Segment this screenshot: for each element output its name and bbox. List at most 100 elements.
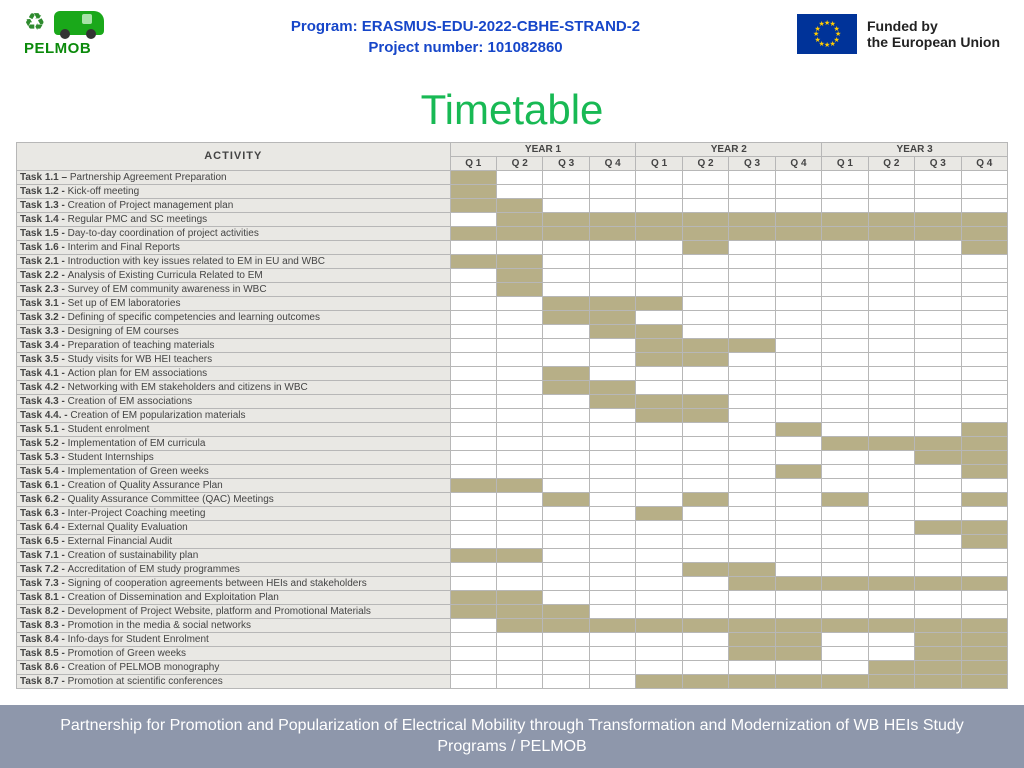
gantt-cell [682, 297, 728, 311]
gantt-cell [961, 409, 1007, 423]
gantt-cell [915, 605, 961, 619]
gantt-cell [729, 549, 775, 563]
gantt-cell [775, 661, 821, 675]
gantt-cell [915, 591, 961, 605]
gantt-cell [915, 619, 961, 633]
gantt-cell [636, 353, 682, 367]
gantt-cell [961, 241, 1007, 255]
gantt-cell [729, 311, 775, 325]
gantt-cell [775, 563, 821, 577]
gantt-cell [961, 325, 1007, 339]
gantt-cell [497, 633, 543, 647]
activity-cell: Task 6.2 - Quality Assurance Committee (… [17, 493, 451, 507]
gantt-cell [775, 479, 821, 493]
gantt-cell [775, 423, 821, 437]
col-quarter: Q 3 [543, 157, 589, 171]
table-row: Task 2.3 - Survey of EM community awaren… [17, 283, 1008, 297]
gantt-cell [868, 227, 914, 241]
gantt-cell [636, 241, 682, 255]
gantt-cell [775, 395, 821, 409]
gantt-cell [636, 563, 682, 577]
gantt-cell [497, 451, 543, 465]
gantt-cell [543, 647, 589, 661]
activity-cell: Task 1.1 – Partnership Agreement Prepara… [17, 171, 451, 185]
activity-cell: Task 6.3 - Inter-Project Coaching meetin… [17, 507, 451, 521]
gantt-cell [915, 381, 961, 395]
gantt-wrap: ACTIVITYYEAR 1YEAR 2YEAR 3Q 1Q 2Q 3Q 4Q … [0, 142, 1024, 689]
gantt-cell [450, 311, 496, 325]
gantt-cell [729, 381, 775, 395]
table-row: Task 8.7 - Promotion at scientific confe… [17, 675, 1008, 689]
gantt-cell [636, 423, 682, 437]
gantt-cell [822, 521, 868, 535]
gantt-cell [822, 465, 868, 479]
table-row: Task 6.4 - External Quality Evaluation [17, 521, 1008, 535]
gantt-cell [729, 255, 775, 269]
gantt-cell [729, 423, 775, 437]
gantt-cell [915, 521, 961, 535]
gantt-cell [497, 521, 543, 535]
gantt-cell [450, 395, 496, 409]
gantt-cell [915, 451, 961, 465]
gantt-cell [543, 451, 589, 465]
gantt-cell [868, 269, 914, 283]
gantt-cell [636, 297, 682, 311]
activity-cell: Task 8.7 - Promotion at scientific confe… [17, 675, 451, 689]
gantt-cell [682, 423, 728, 437]
gantt-cell [961, 437, 1007, 451]
table-row: Task 1.6 - Interim and Final Reports [17, 241, 1008, 255]
gantt-cell [915, 465, 961, 479]
gantt-cell [497, 661, 543, 675]
gantt-cell [868, 591, 914, 605]
gantt-cell [497, 437, 543, 451]
gantt-cell [915, 227, 961, 241]
gantt-cell [450, 353, 496, 367]
gantt-cell [589, 479, 635, 493]
gantt-cell [543, 619, 589, 633]
gantt-cell [497, 605, 543, 619]
gantt-cell [868, 661, 914, 675]
gantt-cell [822, 311, 868, 325]
gantt-cell [868, 283, 914, 297]
recycle-icon [24, 10, 50, 36]
gantt-cell [589, 395, 635, 409]
gantt-cell [497, 269, 543, 283]
gantt-cell [636, 395, 682, 409]
gantt-cell [961, 227, 1007, 241]
gantt-cell [450, 451, 496, 465]
gantt-cell [729, 451, 775, 465]
gantt-cell [636, 409, 682, 423]
gantt-cell [450, 423, 496, 437]
gantt-cell [636, 577, 682, 591]
gantt-cell [543, 367, 589, 381]
gantt-cell [450, 465, 496, 479]
gantt-cell [822, 633, 868, 647]
gantt-cell [915, 283, 961, 297]
gantt-cell [450, 367, 496, 381]
activity-cell: Task 2.2 - Analysis of Existing Curricul… [17, 269, 451, 283]
gantt-cell [543, 535, 589, 549]
gantt-cell [729, 353, 775, 367]
gantt-cell [497, 647, 543, 661]
gantt-cell [589, 549, 635, 563]
gantt-cell [868, 605, 914, 619]
activity-cell: Task 7.3 - Signing of cooperation agreem… [17, 577, 451, 591]
table-row: Task 1.5 - Day-to-day coordination of pr… [17, 227, 1008, 241]
gantt-cell [636, 213, 682, 227]
table-row: Task 7.3 - Signing of cooperation agreem… [17, 577, 1008, 591]
gantt-cell [961, 255, 1007, 269]
gantt-cell [775, 591, 821, 605]
gantt-cell [636, 619, 682, 633]
gantt-cell [497, 227, 543, 241]
gantt-cell [636, 283, 682, 297]
activity-cell: Task 6.5 - External Financial Audit [17, 535, 451, 549]
gantt-cell [497, 563, 543, 577]
gantt-cell [636, 605, 682, 619]
gantt-cell [497, 325, 543, 339]
gantt-cell [822, 647, 868, 661]
col-quarter: Q 3 [729, 157, 775, 171]
gantt-cell [915, 339, 961, 353]
gantt-cell [450, 199, 496, 213]
gantt-cell [450, 521, 496, 535]
gantt-cell [822, 185, 868, 199]
